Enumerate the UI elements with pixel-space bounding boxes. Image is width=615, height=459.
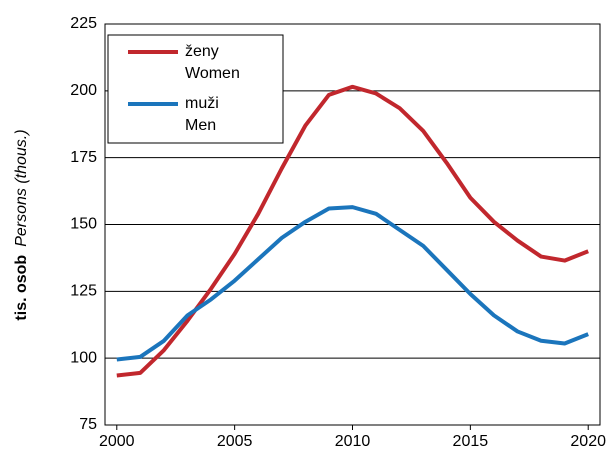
- plot-frame: [104, 23, 601, 426]
- y-label-en: Persons (thous.): [13, 129, 30, 246]
- y-tick-label: 100: [70, 349, 97, 366]
- legend-label: muži Men: [185, 95, 219, 134]
- x-tick-label: 2000: [99, 433, 135, 450]
- x-tick-label: 2020: [570, 433, 606, 450]
- y-tick-label: 150: [70, 216, 97, 233]
- y-label-cs: tis. osob: [13, 255, 30, 321]
- series-line: [116, 205, 589, 362]
- y-tick-label: 225: [70, 15, 97, 32]
- y-tick-label: 200: [70, 82, 97, 99]
- y-tick-label: 175: [70, 149, 97, 166]
- y-tick-label: 75: [79, 416, 97, 433]
- y-tick-label: 125: [70, 283, 97, 300]
- x-tick-label: 2005: [217, 433, 253, 450]
- legend-label: ženy Women: [185, 43, 240, 82]
- y-axis-label: tis. osob Persons (thous.): [13, 129, 30, 320]
- x-tick-label: 2010: [335, 433, 371, 450]
- x-tick-label: 2015: [453, 433, 489, 450]
